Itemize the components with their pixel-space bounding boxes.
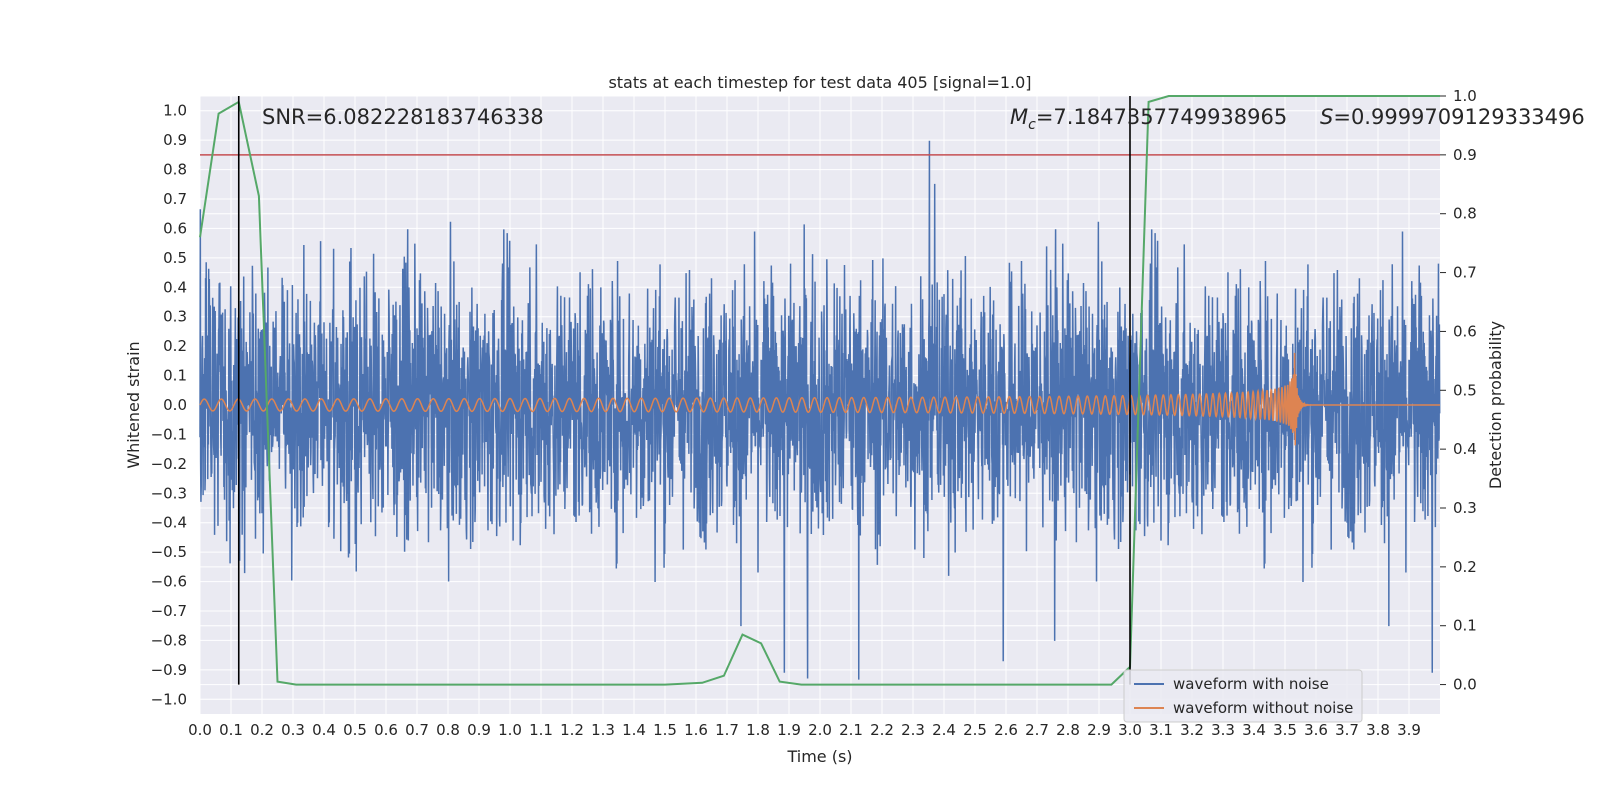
x-tick-label: 2.9 bbox=[1087, 721, 1111, 739]
y-tick-label: −0.4 bbox=[151, 514, 187, 532]
y-tick-label: −1.0 bbox=[151, 690, 187, 708]
y-axis-label: Whitened strain bbox=[124, 341, 143, 468]
y2-tick-label: 0.3 bbox=[1453, 499, 1477, 517]
x-tick-label: 0.8 bbox=[436, 721, 460, 739]
y-tick-label: 0.2 bbox=[163, 337, 187, 355]
noise-waveform-line bbox=[199, 140, 1441, 680]
x-tick-label: 0.2 bbox=[250, 721, 274, 739]
series-waveform-with-noise bbox=[199, 140, 1441, 680]
y-tick-label: −0.8 bbox=[151, 631, 187, 649]
y-tick-label: −0.6 bbox=[151, 573, 187, 591]
x-tick-label: 3.8 bbox=[1366, 721, 1390, 739]
y2-tick-label: 0.4 bbox=[1453, 440, 1477, 458]
y-tick-label: −0.7 bbox=[151, 602, 187, 620]
x-tick-label: 0.1 bbox=[219, 721, 243, 739]
x-tick-label: 1.9 bbox=[777, 721, 801, 739]
y2-tick-labels: 1.0 0.9 0.8 0.7 0.6 0.5 0.4 0.3 0.2 0.1 0.0 bbox=[1440, 87, 1477, 694]
x-tick-label: 1.6 bbox=[684, 721, 708, 739]
y-tick-label: 0.1 bbox=[163, 367, 187, 385]
y-tick-label: 0.3 bbox=[163, 308, 187, 326]
x-tick-label: 1.8 bbox=[746, 721, 770, 739]
y2-tick-label: 1.0 bbox=[1453, 87, 1477, 105]
x-tick-label: 2.7 bbox=[1025, 721, 1049, 739]
mc-subscript: c bbox=[1028, 117, 1036, 133]
mc-value: =7.1847357749938965 bbox=[1036, 105, 1287, 129]
y2-tick-label: 0.1 bbox=[1453, 617, 1477, 635]
y2-tick-label: 0.9 bbox=[1453, 146, 1477, 164]
x-axis-label: Time (s) bbox=[786, 747, 852, 766]
x-tick-label: 1.7 bbox=[715, 721, 739, 739]
x-tick-label: 2.5 bbox=[963, 721, 987, 739]
x-tick-label: 0.7 bbox=[405, 721, 429, 739]
y-tick-label: 0.8 bbox=[163, 161, 187, 179]
s-value: =0.9999709129333496 bbox=[1333, 105, 1584, 129]
y2-tick-label: 0.8 bbox=[1453, 205, 1477, 223]
y-tick-label: 0.7 bbox=[163, 190, 187, 208]
detection-probability-line bbox=[199, 95, 1440, 686]
x-tick-labels: 0.0 0.1 0.2 0.3 0.4 0.5 0.6 0.7 0.8 0.9 1.0 1.1 1.2 1… bbox=[188, 721, 1421, 739]
x-tick-label: 3.3 bbox=[1211, 721, 1235, 739]
y-tick-label: 0.9 bbox=[163, 131, 187, 149]
x-tick-label: 3.2 bbox=[1180, 721, 1204, 739]
mc-annotation: Mc=7.1847357749938965 bbox=[1010, 105, 1287, 133]
y-tick-label: 0.0 bbox=[163, 396, 187, 414]
chart-title: stats at each timestep for test data 405… bbox=[608, 73, 1031, 92]
x-tick-label: 0.6 bbox=[374, 721, 398, 739]
x-tick-label: 1.4 bbox=[622, 721, 646, 739]
clean-waveform-line bbox=[199, 352, 1440, 446]
y-tick-label: 0.4 bbox=[163, 278, 187, 296]
y2-tick-label: 0.6 bbox=[1453, 322, 1477, 340]
x-tick-label: 3.5 bbox=[1273, 721, 1297, 739]
x-tick-label: 1.2 bbox=[560, 721, 584, 739]
x-tick-label: 2.6 bbox=[994, 721, 1018, 739]
y-tick-label: −0.5 bbox=[151, 543, 187, 561]
y2-tick-label: 0.0 bbox=[1453, 676, 1477, 694]
legend-label-noise: waveform with noise bbox=[1173, 675, 1329, 693]
x-tick-label: 3.9 bbox=[1397, 721, 1421, 739]
x-tick-label: 0.4 bbox=[312, 721, 336, 739]
x-tick-label: 2.3 bbox=[901, 721, 925, 739]
x-tick-label: 0.5 bbox=[343, 721, 367, 739]
series-detection-probability bbox=[199, 95, 1440, 686]
y-tick-label: −0.1 bbox=[151, 425, 187, 443]
legend-label-clean: waveform without noise bbox=[1173, 699, 1353, 717]
mc-symbol: M bbox=[1010, 105, 1028, 129]
y2-tick-label: 0.2 bbox=[1453, 558, 1477, 576]
s-annotation: S=0.9999709129333496 bbox=[1320, 105, 1585, 129]
y-tick-label: −0.9 bbox=[151, 661, 187, 679]
x-tick-label: 0.0 bbox=[188, 721, 212, 739]
y-tick-label: −0.3 bbox=[151, 484, 187, 502]
x-tick-label: 0.9 bbox=[467, 721, 491, 739]
x-tick-label: 1.5 bbox=[653, 721, 677, 739]
x-tick-label: 1.3 bbox=[591, 721, 615, 739]
x-tick-label: 3.0 bbox=[1118, 721, 1142, 739]
x-tick-label: 3.7 bbox=[1335, 721, 1359, 739]
x-tick-label: 2.0 bbox=[808, 721, 832, 739]
x-tick-label: 2.1 bbox=[839, 721, 863, 739]
x-tick-label: 0.3 bbox=[281, 721, 305, 739]
x-tick-label: 3.1 bbox=[1149, 721, 1173, 739]
y-tick-label: 1.0 bbox=[163, 102, 187, 120]
y2-axis-label: Detection probability bbox=[1486, 321, 1505, 489]
x-tick-label: 1.0 bbox=[498, 721, 522, 739]
x-tick-label: 2.4 bbox=[932, 721, 956, 739]
series-waveform-without-noise bbox=[199, 352, 1440, 446]
s-symbol: S bbox=[1320, 105, 1333, 129]
y-tick-label: 0.6 bbox=[163, 219, 187, 237]
y-tick-labels: 1.0 0.9 0.8 0.7 0.6 0.5 0.4 0.3 0.2 0.1 0.0 −0.1 −0.… bbox=[151, 102, 187, 709]
legend: waveform with noise waveform without noi… bbox=[1123, 669, 1363, 723]
snr-annotation: SNR=6.082228183746338 bbox=[262, 105, 544, 129]
x-tick-label: 1.1 bbox=[529, 721, 553, 739]
x-tick-label: 3.4 bbox=[1242, 721, 1266, 739]
y-tick-label: −0.2 bbox=[151, 455, 187, 473]
y2-tick-label: 0.5 bbox=[1453, 381, 1477, 399]
x-tick-label: 3.6 bbox=[1304, 721, 1328, 739]
y2-tick-label: 0.7 bbox=[1453, 264, 1477, 282]
vertical-markers bbox=[237, 96, 1131, 685]
y-tick-label: 0.5 bbox=[163, 249, 187, 267]
legend-box bbox=[1123, 669, 1363, 723]
x-tick-label: 2.2 bbox=[870, 721, 894, 739]
x-tick-label: 2.8 bbox=[1056, 721, 1080, 739]
